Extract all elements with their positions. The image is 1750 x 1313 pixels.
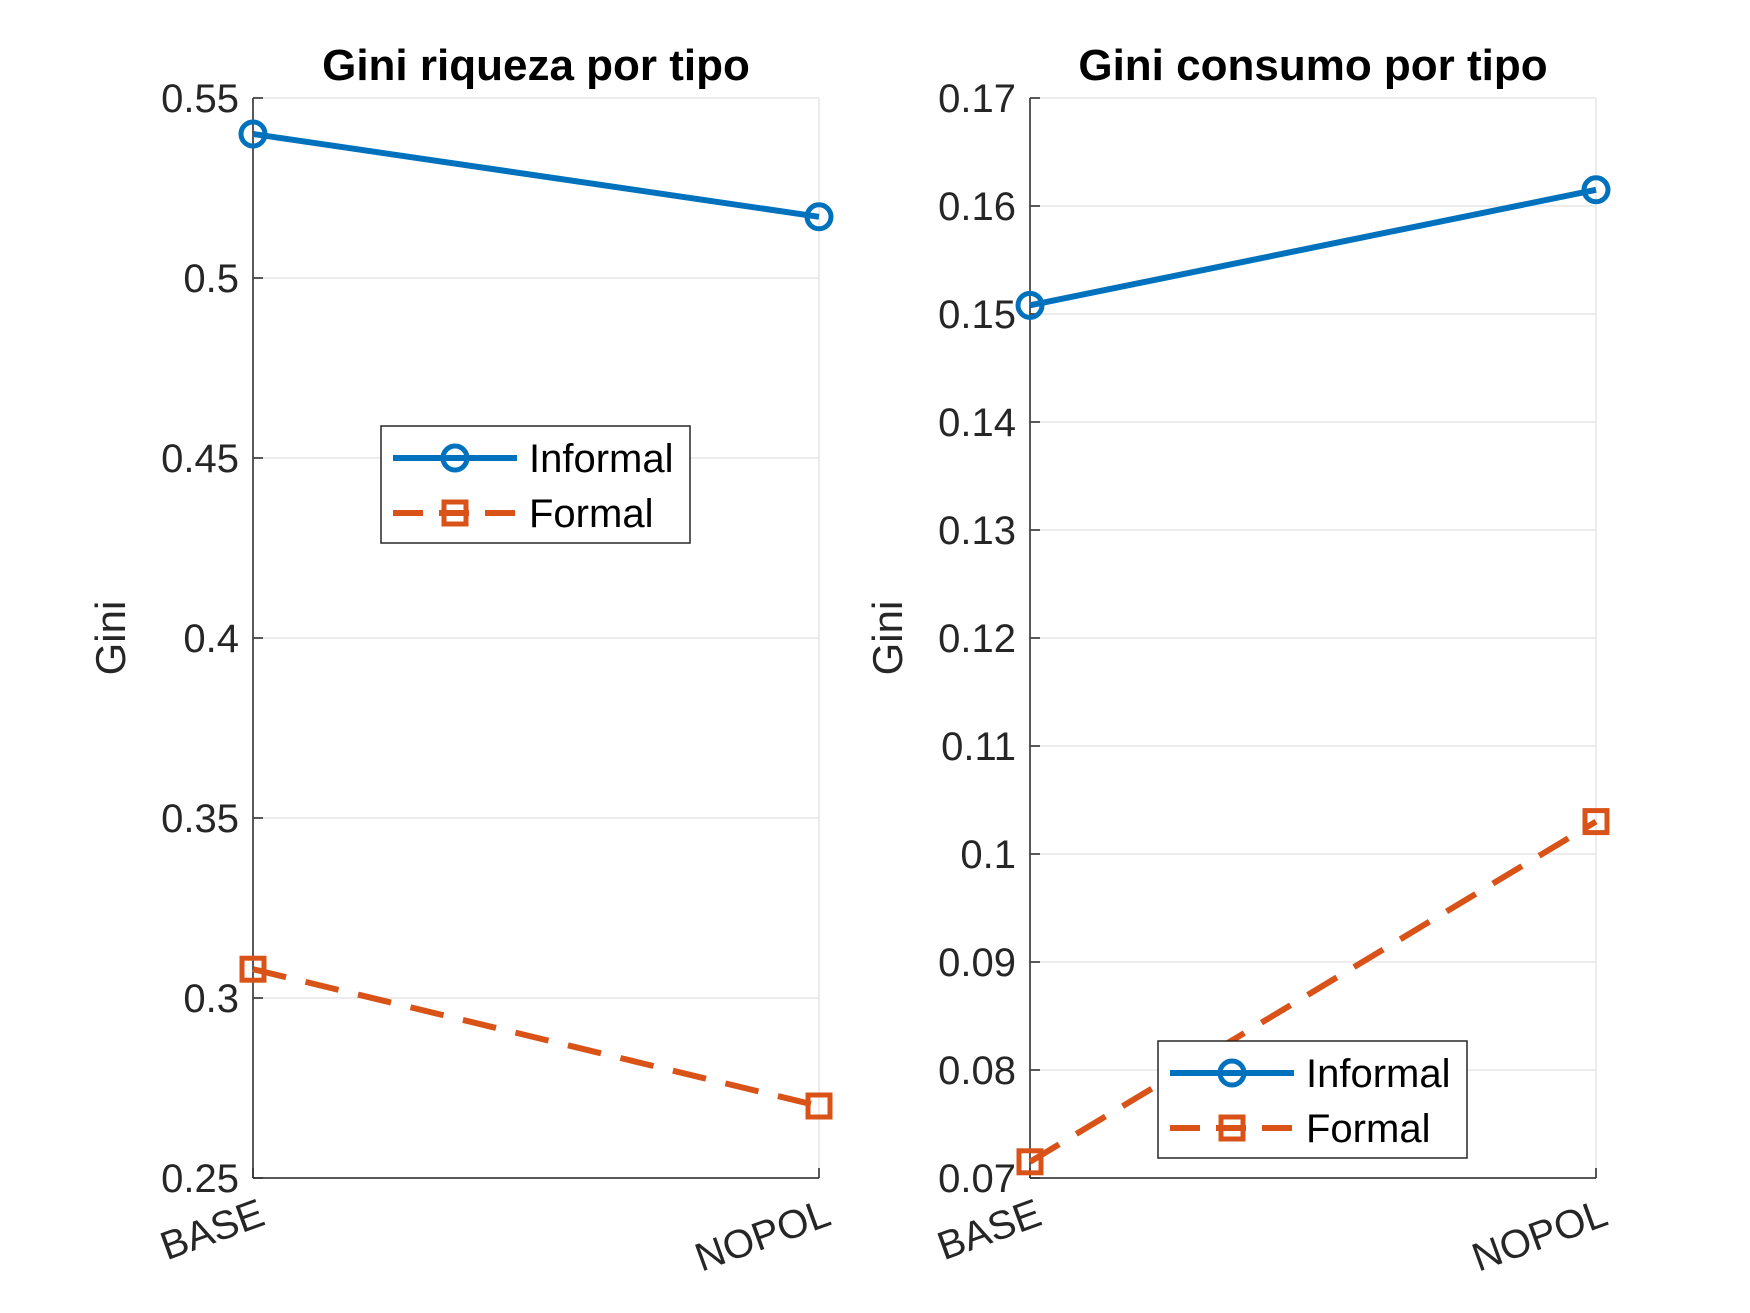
y-tick-label: 0.15 — [938, 293, 1016, 337]
y-tick-label: 0.13 — [938, 509, 1016, 553]
series-line-informal — [1029, 186, 1597, 309]
y-axis-label: Gini — [87, 601, 134, 676]
legend-box — [380, 425, 691, 544]
y-tick-label: 0.45 — [161, 437, 239, 481]
y-tick-label: 0.35 — [161, 797, 239, 841]
legend-label-informal: Informal — [529, 437, 674, 481]
y-tick-label: 0.16 — [938, 185, 1016, 229]
legend-marker-informal — [440, 443, 470, 473]
legend-marker-formal — [1218, 1114, 1246, 1142]
legend-label-informal: Informal — [1306, 1052, 1451, 1096]
y-tick-label: 0.11 — [941, 725, 1016, 769]
series-line-formal — [1028, 819, 1598, 1165]
y-tick-label: 0.14 — [938, 401, 1016, 445]
y-axis-label: Gini — [864, 601, 911, 676]
chart-title: Gini riqueza por tipo — [322, 41, 750, 90]
y-tick-label: 0.08 — [938, 1049, 1016, 1093]
y-tick-label: 0.55 — [161, 77, 239, 121]
series-line-formal — [252, 966, 820, 1109]
y-tick-label: 0.1 — [960, 833, 1016, 877]
data-point-formal — [239, 955, 267, 983]
data-point-informal — [1581, 175, 1611, 205]
y-tick-label: 0.3 — [183, 977, 239, 1021]
y-tick-label: 0.07 — [938, 1157, 1016, 1201]
y-tick-label: 0.4 — [183, 617, 239, 661]
data-point-informal — [1015, 290, 1045, 320]
y-tick-label: 0.25 — [161, 1157, 239, 1201]
legend-marker-formal — [441, 499, 469, 527]
data-point-formal — [1582, 808, 1610, 836]
y-tick-label: 0.12 — [938, 617, 1016, 661]
data-point-informal — [238, 119, 268, 149]
y-tick-label: 0.09 — [938, 941, 1016, 985]
data-point-informal — [804, 202, 834, 232]
legend-label-formal: Formal — [529, 492, 653, 536]
y-tick-label: 0.5 — [183, 257, 239, 301]
legend-label-formal: Formal — [1306, 1107, 1430, 1151]
data-point-formal — [1016, 1148, 1044, 1176]
data-point-formal — [805, 1092, 833, 1120]
legend-box — [1157, 1040, 1468, 1159]
chart-title: Gini consumo por tipo — [1078, 41, 1547, 90]
legend-marker-informal — [1217, 1058, 1247, 1088]
y-tick-label: 0.17 — [938, 77, 1016, 121]
series-line-informal — [252, 131, 820, 220]
